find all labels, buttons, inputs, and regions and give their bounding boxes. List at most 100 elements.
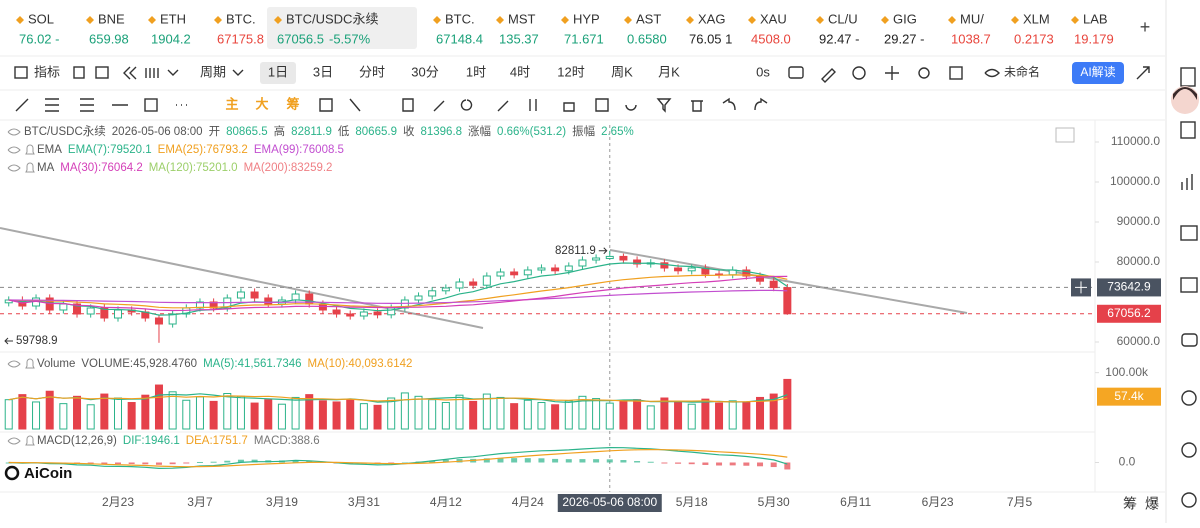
footer-tool[interactable]: 爆 xyxy=(1145,496,1159,512)
icon[interactable] xyxy=(14,66,28,79)
ticker-symbol[interactable]: GIG xyxy=(893,11,917,26)
icon[interactable] xyxy=(15,98,128,112)
ticker-price[interactable]: 67175.8 xyxy=(217,31,264,46)
ticker-price[interactable]: 135.37 xyxy=(499,31,539,46)
sidebar-icon[interactable] xyxy=(1181,333,1198,347)
icon[interactable] xyxy=(144,98,158,112)
ticker-symbol[interactable]: BTC/USDC永续 xyxy=(286,11,378,26)
ticker-change[interactable]: -5.57% xyxy=(329,31,371,46)
macd-histogram xyxy=(688,462,695,465)
indicator-button[interactable]: 指标 xyxy=(34,64,60,79)
ticker-symbol[interactable]: AST xyxy=(636,11,661,26)
icon[interactable] xyxy=(984,68,1000,78)
interval-button[interactable]: 月K xyxy=(658,64,680,79)
last-price-tag: 67056.2 xyxy=(1107,306,1151,320)
ticker-symbol[interactable]: BTC. xyxy=(445,11,475,26)
trend-line[interactable] xyxy=(609,249,968,314)
sidebar-icon[interactable] xyxy=(1180,277,1198,293)
icon[interactable] xyxy=(145,68,159,78)
interval-button[interactable]: 30分 xyxy=(411,64,438,79)
ticker-symbol[interactable]: ETH xyxy=(160,11,186,26)
ticker-price[interactable]: 0.2173 xyxy=(1014,31,1054,46)
ticker-price[interactable]: 1038.7 xyxy=(951,31,991,46)
sidebar-icon[interactable] xyxy=(1181,174,1193,190)
sidebar-icon[interactable] xyxy=(1180,225,1198,241)
icon[interactable] xyxy=(1136,66,1150,80)
interval-button[interactable]: 3日 xyxy=(313,64,333,79)
period-button[interactable]: 周期 xyxy=(200,64,226,79)
footer-tool[interactable]: 筹 xyxy=(1123,496,1137,512)
candle-body xyxy=(291,293,300,301)
ticker-price[interactable]: 1904.2 xyxy=(151,31,191,46)
draw-tool[interactable]: 筹 xyxy=(286,96,299,111)
legend-item: DEA:1751.7 xyxy=(186,435,248,447)
interval-button[interactable]: 12时 xyxy=(557,64,584,79)
ticker-symbol[interactable]: BTC. xyxy=(226,11,256,26)
ticker-symbol[interactable]: XAU xyxy=(760,11,787,26)
ticker-symbol[interactable]: BNE xyxy=(98,11,125,26)
icon[interactable] xyxy=(918,67,930,79)
ticker-symbol[interactable]: XLM xyxy=(1023,11,1050,26)
icon[interactable] xyxy=(949,66,963,80)
toolbar-icons[interactable] xyxy=(14,66,1150,113)
interval-button[interactable]: 周K xyxy=(611,64,633,79)
ticker-symbol[interactable]: XAG xyxy=(698,11,725,26)
sidebar-icon[interactable] xyxy=(1181,442,1197,458)
draw-tool[interactable]: 主 xyxy=(225,96,238,111)
candle-body xyxy=(687,267,696,272)
draw-tool[interactable]: 大 xyxy=(255,96,268,111)
icon[interactable] xyxy=(885,66,899,80)
ticker-price[interactable]: 29.27 - xyxy=(884,31,924,46)
interval-button[interactable]: 分时 xyxy=(359,64,385,79)
avatar[interactable] xyxy=(1171,86,1199,114)
icon[interactable] xyxy=(232,69,244,76)
sidebar-icon[interactable] xyxy=(1181,390,1197,406)
layout-name[interactable]: 未命名 xyxy=(1004,64,1040,79)
ticker-price[interactable]: 0.6580 xyxy=(627,31,667,46)
selected-ticker-bg[interactable] xyxy=(267,7,417,49)
interval-button[interactable]: 4时 xyxy=(510,64,530,79)
icon[interactable] xyxy=(95,66,109,79)
sidebar-icon[interactable] xyxy=(1181,492,1197,508)
ticker-price[interactable]: 659.98 xyxy=(89,31,129,46)
sidebar-icon[interactable] xyxy=(1180,121,1196,139)
ticker-symbol[interactable]: SOL xyxy=(28,11,54,26)
ohlc-label: 低 xyxy=(338,125,350,138)
icon[interactable] xyxy=(73,66,85,79)
ticker-price[interactable]: 67148.4 xyxy=(436,31,483,46)
icon[interactable] xyxy=(788,66,804,79)
legend-label: MACD(12,26,9) xyxy=(37,435,117,447)
ticker-symbol[interactable]: HYP xyxy=(573,11,600,26)
ticker-price[interactable]: 76.05 1 xyxy=(689,31,732,46)
ticker-price[interactable]: 4508.0 xyxy=(751,31,791,46)
trend-line[interactable] xyxy=(0,227,484,329)
ticker-price[interactable]: 71.671 xyxy=(564,31,604,46)
ticker-icon xyxy=(214,16,222,24)
icon[interactable] xyxy=(821,68,836,83)
ticker-symbol[interactable]: MST xyxy=(508,11,536,26)
ticker-symbol[interactable]: LAB xyxy=(1083,11,1108,26)
sidebar-icon[interactable] xyxy=(1180,67,1196,87)
sidebar[interactable] xyxy=(1171,67,1199,508)
icon[interactable] xyxy=(852,66,866,80)
ticker-price[interactable]: 19.179 xyxy=(1074,31,1114,46)
ticker-symbol[interactable]: MU/ xyxy=(960,11,984,26)
icon[interactable] xyxy=(319,97,768,113)
interval-button[interactable]: 1日 xyxy=(268,64,288,79)
candle-body xyxy=(551,267,560,272)
ai-button[interactable]: AI解读 xyxy=(1080,65,1115,79)
fullscreen-icon[interactable] xyxy=(1055,127,1075,143)
interval-button[interactable]: 1时 xyxy=(466,64,486,79)
ticker-price[interactable]: 92.47 - xyxy=(819,31,859,46)
icon[interactable] xyxy=(167,69,179,76)
ticker-price[interactable]: 76.02 - xyxy=(19,31,59,46)
ticker-symbol[interactable]: CL/U xyxy=(828,11,858,26)
selected-interval-bg[interactable] xyxy=(260,62,296,84)
ai-button-bg[interactable] xyxy=(1072,62,1124,84)
add-ticker[interactable]: + xyxy=(1140,17,1151,37)
macd-histogram xyxy=(210,461,217,463)
countdown[interactable]: 0s xyxy=(756,64,770,79)
ticker-price[interactable]: 67056.5 xyxy=(277,31,324,46)
icon[interactable] xyxy=(123,66,137,80)
